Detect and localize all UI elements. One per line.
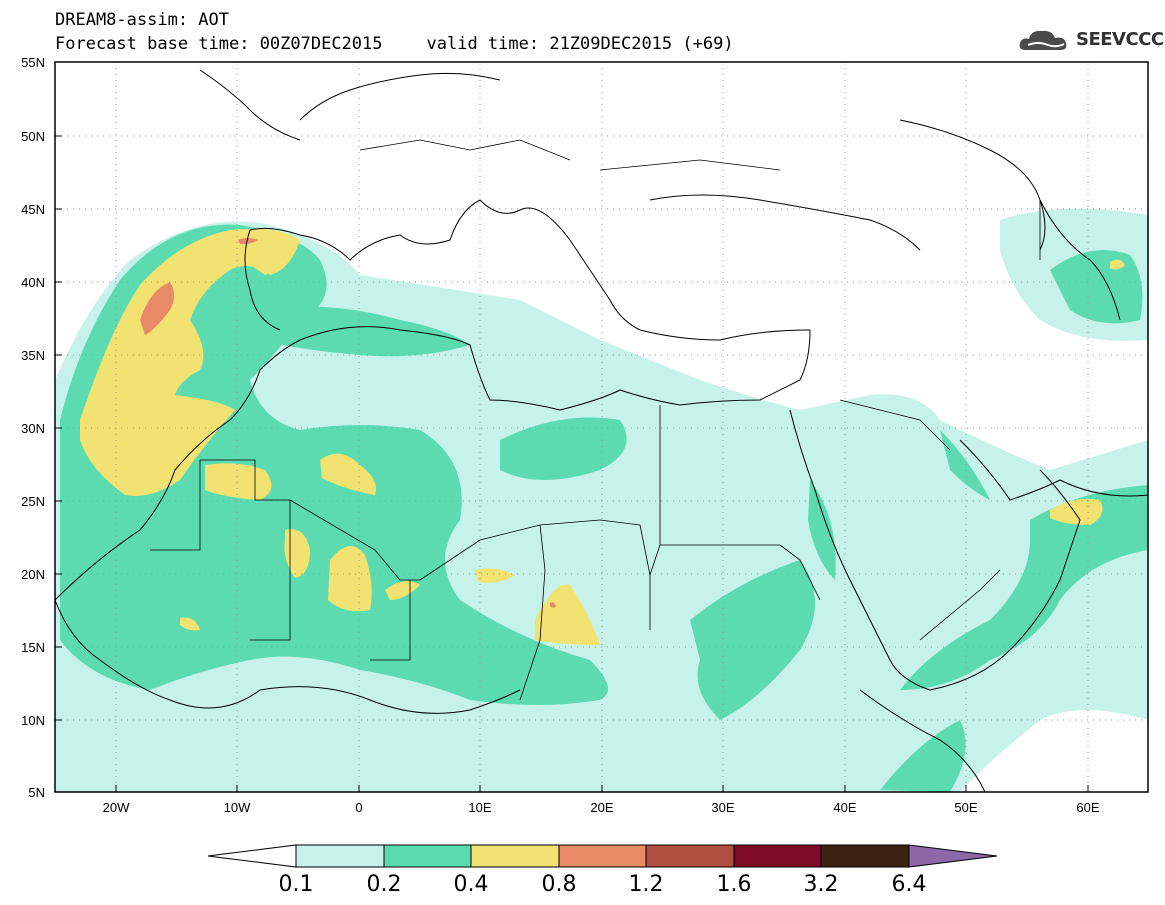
lat-label: 35N (21, 348, 45, 363)
colorbar-low-arrow (207, 844, 297, 868)
colorbar-swatch (383, 844, 472, 868)
colorbar-swatch (733, 844, 822, 868)
lat-label: 5N (28, 785, 45, 800)
lon-label: 10W (224, 800, 251, 815)
colorbar-swatch (645, 844, 735, 868)
lon-label: 0 (355, 800, 362, 815)
valid-time: valid time: 21Z09DEC2015 (+69) (426, 34, 734, 54)
seevccc-logo: SEEVCCC (1018, 26, 1164, 54)
lon-label: 20E (590, 800, 613, 815)
colorbar-high-arrow (908, 844, 998, 868)
axis-ticks (55, 135, 1089, 792)
colorbar-swatch (820, 844, 910, 868)
map-title: DREAM8-assim: AOT (55, 10, 229, 30)
lon-label: 20W (103, 800, 130, 815)
lat-label: 20N (21, 567, 45, 582)
lat-labels: 55N 50N 45N 40N 35N 30N 25N 20N 15N 10N … (21, 55, 45, 800)
colorbar-label: 0.4 (453, 872, 489, 897)
lat-label: 45N (21, 202, 45, 217)
graticule (55, 62, 1148, 792)
lon-label: 10E (468, 800, 491, 815)
lon-label: 50E (954, 800, 977, 815)
colorbar-swatch (558, 844, 647, 868)
colorbar-label: 6.4 (891, 872, 927, 897)
lat-label: 15N (21, 640, 45, 655)
aot-level-0.4 (80, 228, 1125, 645)
colorbar-label: 0.2 (366, 872, 402, 897)
lat-label: 55N (21, 55, 45, 70)
cloud-icon (1019, 30, 1067, 50)
lat-label: 30N (21, 421, 45, 436)
colorbar-swatch (295, 844, 385, 868)
coastlines (55, 69, 1148, 792)
lat-label: 25N (21, 494, 45, 509)
aot-level-0.8 (140, 238, 556, 608)
colorbar-label: 0.8 (541, 872, 577, 897)
colorbar-label: 3.2 (803, 872, 839, 897)
lat-label: 10N (21, 713, 45, 728)
lon-labels: 20W 10W 0 10E 20E 30E 40E 50E 60E (103, 800, 1100, 815)
lon-label: 30E (711, 800, 734, 815)
colorbar (207, 844, 998, 868)
base-time: Forecast base time: 00Z07DEC2015 (55, 34, 383, 54)
lon-label: 60E (1076, 800, 1099, 815)
colorbar-label: 0.1 (278, 872, 314, 897)
lat-label: 50N (21, 129, 45, 144)
colorbar-swatch (470, 844, 560, 868)
country-borders (150, 139, 1041, 701)
time-line: Forecast base time: 00Z07DEC2015 valid ti… (55, 34, 734, 54)
colorbar-label: 1.2 (628, 872, 664, 897)
lat-label: 40N (21, 275, 45, 290)
lon-label: 40E (833, 800, 856, 815)
colorbar-label: 1.6 (716, 872, 752, 897)
logo-text: SEEVCCC (1076, 29, 1164, 50)
